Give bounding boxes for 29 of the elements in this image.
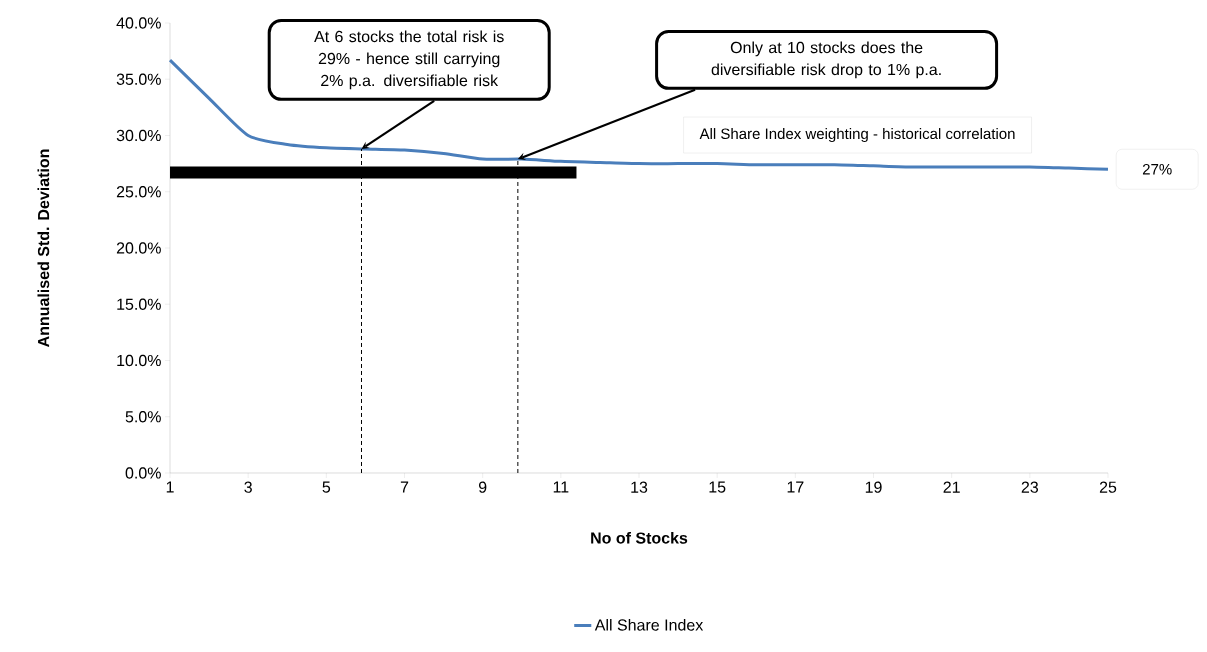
y-tick-label: 5.0% [125, 411, 161, 423]
annotation: At 6 stocks the total risk is 29% - hence still carrying 2% p.a. diversifiable risk [314, 30, 504, 90]
y-tick-label: 0.0% [125, 467, 161, 479]
x-tick-label: 25 [1099, 481, 1117, 493]
x-tick-label: 13 [631, 481, 648, 493]
y-tick-label: 15.0% [117, 298, 161, 310]
x-tick-label: 19 [865, 481, 882, 493]
x-tick-label: 15 [709, 481, 726, 493]
annotation: 27% [1142, 163, 1172, 175]
x-tick-label: 21 [943, 481, 960, 493]
x-tick-label: 5 [322, 481, 331, 493]
x-tick-label: 9 [478, 481, 487, 493]
y-tick-label: 40.0% [116, 17, 161, 29]
y-axis-title: Annualised Std. Deviation [37, 149, 50, 348]
legend-label: All Share Index [594, 618, 704, 631]
y-tick-label: 35.0% [116, 73, 161, 85]
x-tick-label: 23 [1021, 481, 1039, 493]
x-tick-label: 11 [553, 481, 569, 493]
y-tick-label: 25.0% [116, 186, 161, 198]
x-tick-label: 1 [166, 481, 174, 493]
x-tick-label: 17 [787, 481, 804, 493]
y-tick-label: 30.0% [116, 129, 161, 142]
y-tick-label: 20.0% [116, 242, 161, 254]
x-tick-label: 7 [400, 481, 409, 493]
x-tick-label: 3 [244, 481, 252, 493]
annotation: All Share Index weighting - historical correlation [699, 128, 1015, 143]
annotation: Only at 10 stocks does the diversifiable risk drop to 1% p.a. [711, 41, 941, 79]
x-axis-title: No of Stocks [591, 531, 688, 544]
y-tick-label: 10.0% [117, 354, 161, 367]
